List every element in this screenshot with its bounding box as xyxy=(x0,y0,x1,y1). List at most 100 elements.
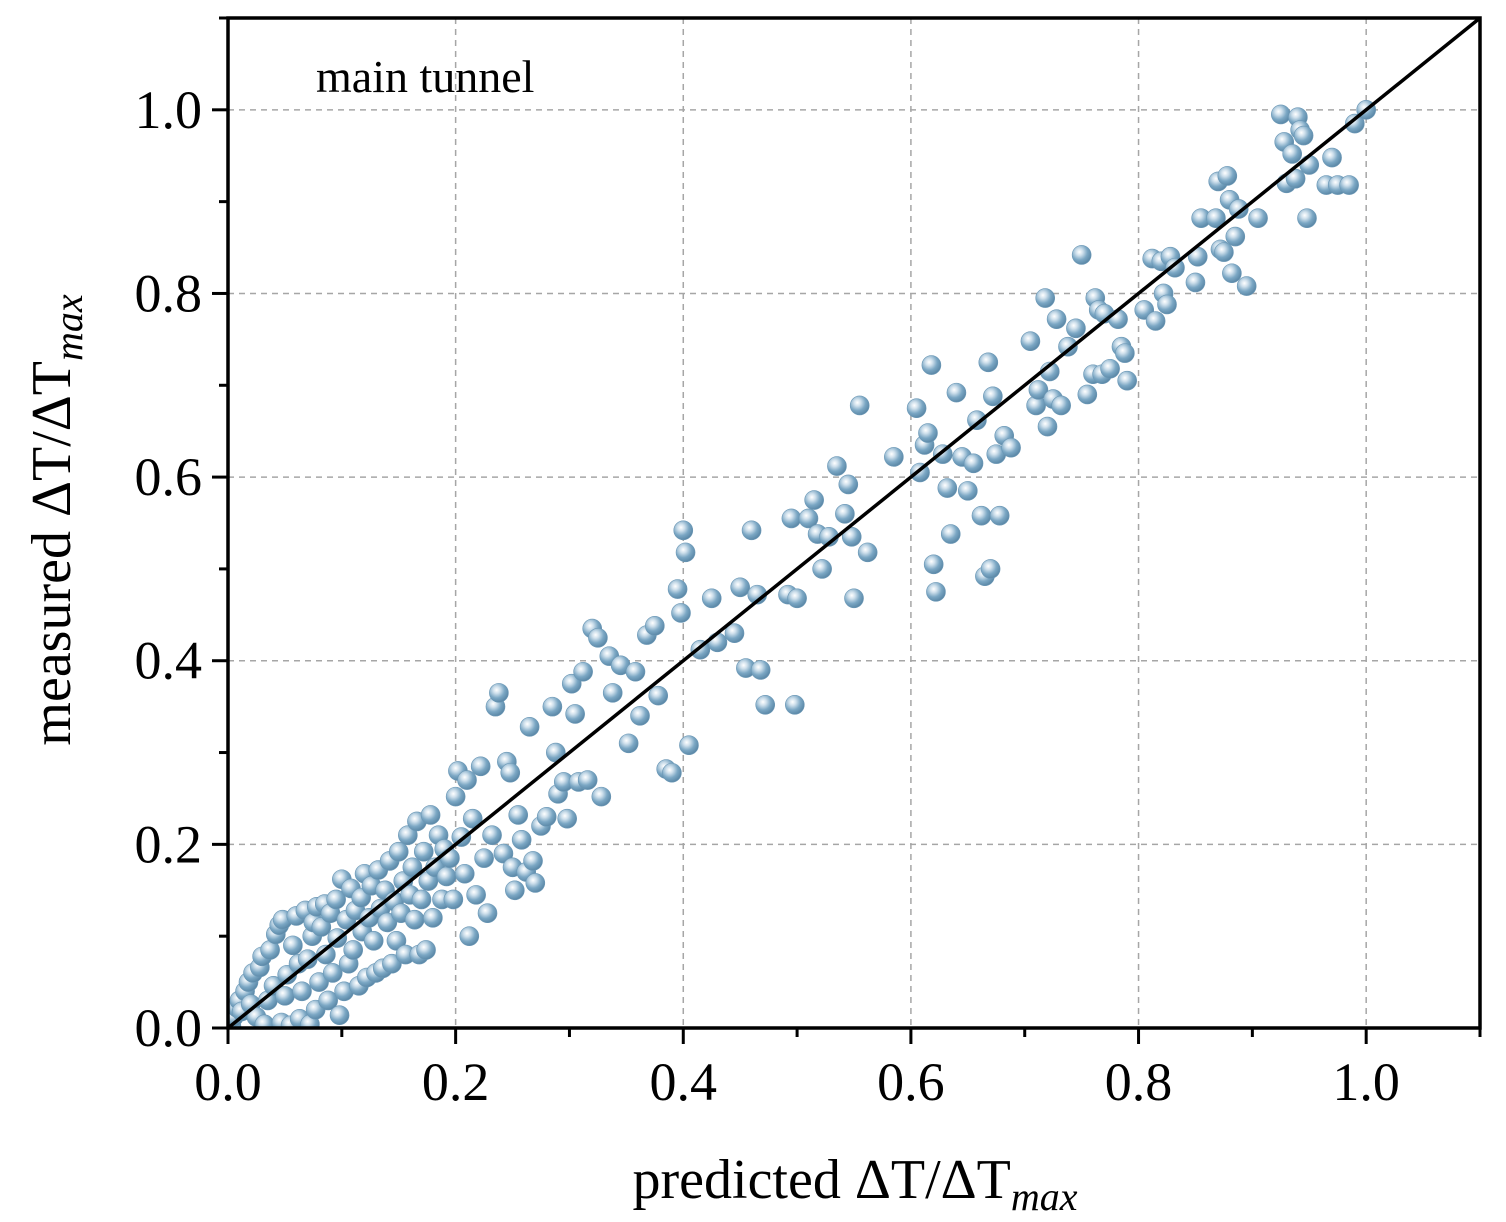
data-point xyxy=(523,851,543,871)
data-point xyxy=(884,447,904,467)
data-point xyxy=(404,909,425,930)
y-tick-label: 0.6 xyxy=(135,447,203,507)
data-point xyxy=(577,770,598,790)
data-point xyxy=(311,917,332,937)
data-point xyxy=(701,588,722,609)
data-point xyxy=(1077,384,1098,405)
data-point xyxy=(1299,155,1320,175)
data-point xyxy=(1228,199,1249,219)
data-point xyxy=(482,825,502,845)
data-point xyxy=(827,456,847,476)
data-point xyxy=(309,972,329,992)
data-point xyxy=(322,963,343,983)
data-point xyxy=(477,903,498,924)
data-point xyxy=(906,398,927,419)
data-point xyxy=(707,632,728,653)
data-point xyxy=(1037,416,1058,437)
y-tick-label: 1.0 xyxy=(135,80,203,140)
data-point xyxy=(1066,318,1086,339)
data-point xyxy=(1001,437,1021,458)
data-point xyxy=(921,355,942,375)
x-tick-label: 0.8 xyxy=(1105,1052,1173,1112)
x-axis-title: predicted ΔT/ΔTmax xyxy=(633,1149,1078,1219)
data-point xyxy=(283,935,303,956)
data-point xyxy=(937,478,958,498)
data-point xyxy=(466,885,486,905)
data-point xyxy=(1185,272,1206,293)
data-point xyxy=(750,660,771,680)
data-point xyxy=(1117,370,1137,391)
data-point xyxy=(1297,208,1317,228)
data-point xyxy=(724,623,745,643)
data-point xyxy=(989,505,1010,526)
data-point xyxy=(1035,288,1056,308)
data-point xyxy=(675,542,696,563)
data-point xyxy=(1285,168,1306,189)
data-point xyxy=(329,1005,350,1025)
data-point xyxy=(318,990,338,1011)
data-point xyxy=(382,953,402,974)
data-point xyxy=(297,949,318,969)
scatter-points xyxy=(228,100,1376,1028)
data-point xyxy=(841,526,862,547)
data-point xyxy=(978,352,999,373)
data-point xyxy=(630,706,650,726)
data-point xyxy=(1100,358,1120,379)
axis-ticks xyxy=(212,16,1482,1044)
data-point xyxy=(413,841,434,862)
y-tick-label: 0.8 xyxy=(135,263,203,323)
data-point xyxy=(963,453,984,474)
x-tick-label: 0.6 xyxy=(877,1052,945,1112)
data-point xyxy=(377,912,398,933)
x-tick-label: 1.0 xyxy=(1332,1052,1400,1112)
data-point xyxy=(673,520,694,541)
data-point xyxy=(470,756,491,777)
y-tick-label: 0.0 xyxy=(135,998,203,1058)
data-point xyxy=(557,808,577,829)
data-point xyxy=(1051,395,1071,416)
data-point xyxy=(1165,257,1185,278)
data-point xyxy=(804,490,824,510)
y-tick-label: 0.4 xyxy=(135,631,203,691)
data-point xyxy=(326,889,346,910)
data-point xyxy=(459,926,480,946)
data-point xyxy=(292,981,312,1002)
data-point xyxy=(835,504,855,524)
data-point xyxy=(363,930,384,951)
data-point xyxy=(519,717,540,737)
data-point xyxy=(980,559,1001,579)
data-point xyxy=(798,508,819,529)
data-point xyxy=(462,808,483,829)
data-point xyxy=(667,579,688,599)
data-point xyxy=(1339,175,1359,195)
data-point xyxy=(781,508,802,529)
data-point xyxy=(443,889,464,910)
data-point xyxy=(1248,208,1268,228)
data-point xyxy=(436,866,457,887)
data-point xyxy=(787,588,807,609)
data-point xyxy=(565,704,585,724)
data-point xyxy=(946,382,967,403)
data-point xyxy=(591,786,612,807)
data-point xyxy=(1214,242,1234,262)
data-point xyxy=(1058,336,1078,357)
y-axis-title: measured ΔT/ΔTmax xyxy=(21,294,91,745)
data-point xyxy=(445,786,466,807)
data-point xyxy=(648,685,669,706)
data-point xyxy=(1046,309,1067,329)
data-point xyxy=(423,908,443,928)
data-point xyxy=(508,805,529,825)
data-point xyxy=(1217,166,1238,186)
data-point xyxy=(416,940,436,960)
x-tick-labels: 0.0 0.2 0.4 0.6 0.8 1.0 xyxy=(194,1052,1400,1112)
data-point xyxy=(254,1014,275,1028)
x-tick-label: 0.0 xyxy=(194,1052,262,1112)
data-point xyxy=(1293,125,1314,146)
plot-frame xyxy=(226,16,1482,1030)
data-point xyxy=(1020,331,1041,352)
data-point xyxy=(343,940,364,960)
data-point xyxy=(958,481,978,501)
data-point xyxy=(1322,147,1342,168)
x-tick-label: 0.4 xyxy=(650,1052,718,1112)
